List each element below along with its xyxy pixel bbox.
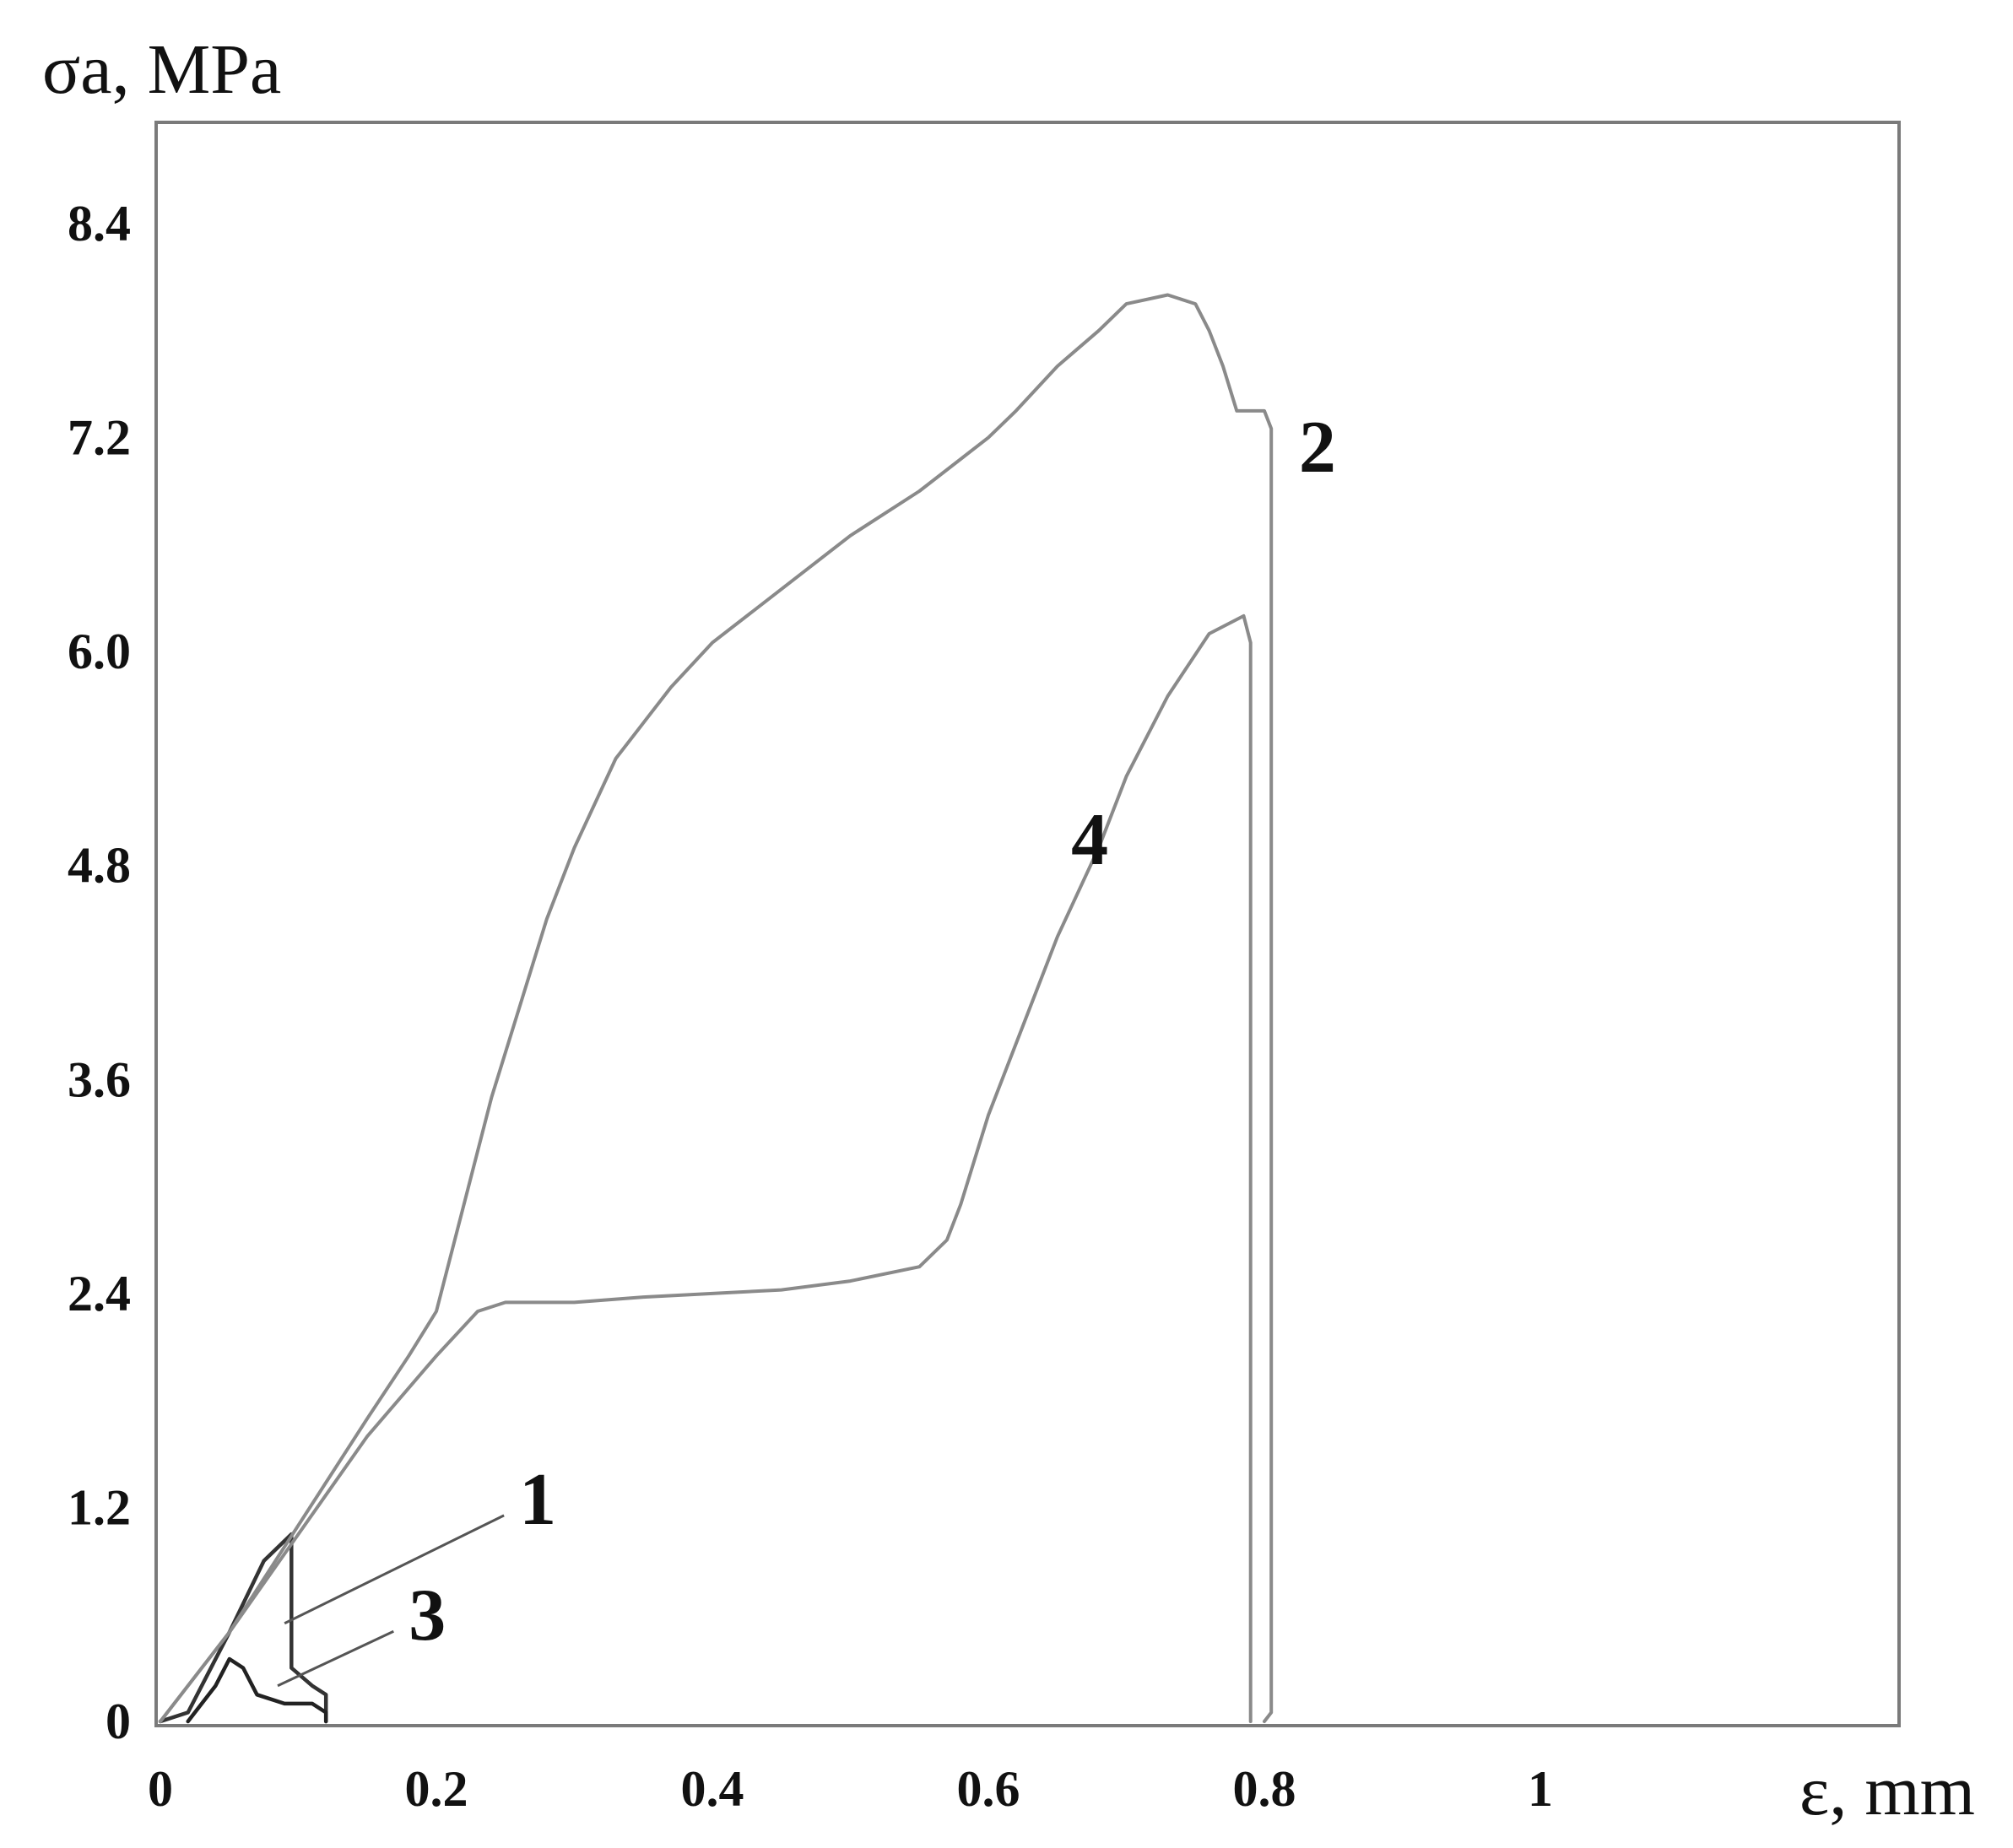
x-tick-label: 1 — [1528, 1761, 1553, 1817]
y-tick-label: 0 — [106, 1694, 131, 1749]
x-axis-title: ε, mm — [1799, 1752, 1975, 1830]
x-tick-label: 0.4 — [681, 1761, 744, 1817]
curve-labels: 1 2 3 4 — [277, 407, 1336, 1688]
x-tick-labels: 0 0.2 0.4 0.6 0.8 1 — [148, 1761, 1553, 1817]
x-tick-label: 0.2 — [405, 1761, 468, 1817]
x-tick-label: 0.8 — [1233, 1761, 1296, 1817]
series-line-3 — [186, 1656, 328, 1724]
y-tick-labels: 0 1.2 2.4 3.6 4.8 6.0 7.2 8.4 — [68, 196, 131, 1749]
y-axis-title: σa, MPa — [42, 30, 281, 109]
curve-label-2: 2 — [1299, 407, 1336, 489]
curve-label-1: 1 — [519, 1459, 556, 1541]
y-tick-label: 7.2 — [68, 410, 131, 466]
y-tick-label: 8.4 — [68, 196, 131, 251]
x-tick-label: 0.6 — [957, 1761, 1020, 1817]
x-tick-label: 0 — [148, 1761, 173, 1817]
y-tick-label: 3.6 — [68, 1051, 131, 1107]
leader-line-3 — [277, 1629, 394, 1688]
plot-frame — [154, 121, 1901, 1727]
y-tick-label: 4.8 — [68, 838, 131, 894]
series-line-2 — [159, 293, 1274, 1723]
series-lines — [158, 293, 1274, 1724]
y-tick-label: 6.0 — [68, 624, 131, 679]
series-line-4 — [159, 613, 1253, 1723]
curve-label-3: 3 — [409, 1575, 446, 1656]
leader-line-1 — [284, 1514, 505, 1625]
series-line-1 — [158, 1532, 328, 1724]
y-tick-label: 2.4 — [68, 1266, 131, 1321]
curve-label-4: 4 — [1071, 799, 1108, 881]
y-tick-label: 1.2 — [68, 1479, 131, 1535]
